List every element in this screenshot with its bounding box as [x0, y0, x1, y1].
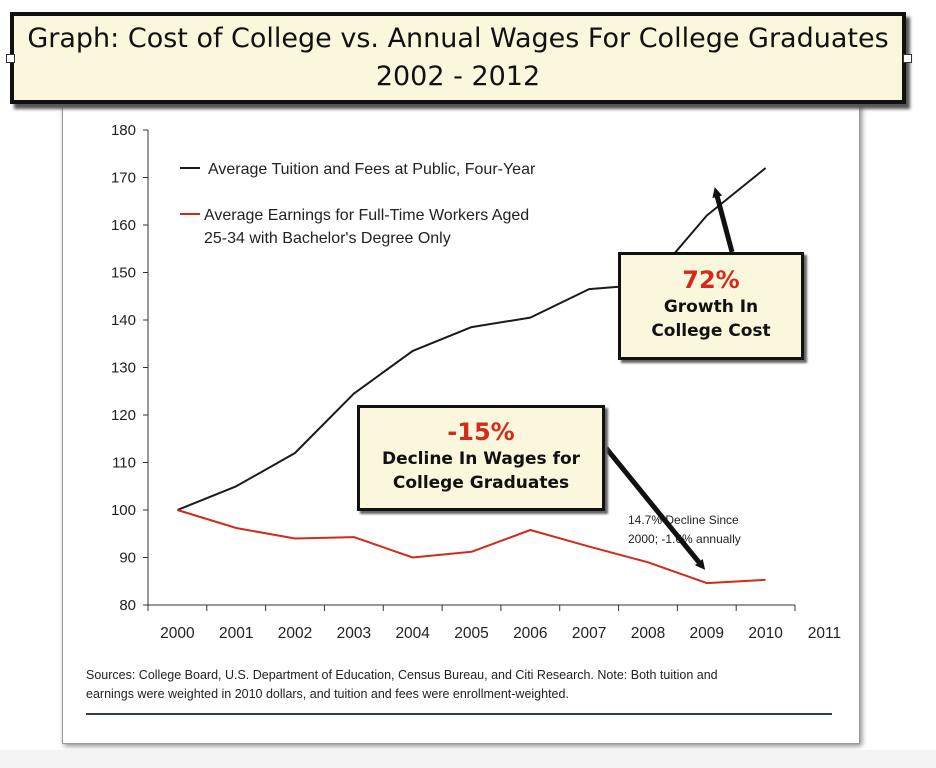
- growth-arrow: [712, 187, 735, 253]
- y-tick-label: 150: [111, 265, 136, 282]
- y-tick-label: 160: [111, 217, 136, 234]
- y-tick-label: 120: [111, 407, 136, 424]
- x-tick-label: 2001: [219, 625, 253, 642]
- x-tick-label: 2006: [513, 625, 547, 642]
- decline-callout: -15% Decline In Wages for College Gradua…: [357, 405, 605, 511]
- resize-handle-right[interactable]: [903, 54, 912, 63]
- decline-label-line2: College Graduates: [392, 473, 570, 493]
- x-tick-label: 2008: [631, 625, 665, 642]
- y-tick-label: 100: [111, 502, 136, 519]
- page-title: Graph: Cost of College vs. Annual Wages …: [10, 12, 906, 104]
- footer-rule: [86, 713, 832, 715]
- x-tick-label: 2005: [454, 625, 488, 642]
- title-line2: 2002 - 2012: [375, 61, 541, 92]
- y-tick-label: 180: [111, 122, 136, 139]
- x-tick-label: 2011: [808, 625, 841, 642]
- chart-axes: 80 90 100 110 120 130 140 150 160 170 180 2000 2001 2…: [111, 122, 841, 642]
- x-tick-label: 2010: [748, 625, 783, 642]
- growth-label-line2: College Cost: [651, 321, 771, 341]
- sources-line1: Sources: College Board, U.S. Department …: [86, 668, 718, 682]
- y-tick-label: 170: [111, 170, 136, 187]
- bottom-strip: [0, 750, 936, 768]
- y-tick-label: 130: [111, 360, 136, 377]
- growth-callout: 72% Growth In College Cost: [618, 252, 804, 360]
- x-tick-label: 2007: [572, 625, 606, 642]
- x-tick-label: 2000: [160, 625, 195, 642]
- legend-label-earnings-line2: 25-34 with Bachelor's Degree Only: [204, 230, 451, 247]
- y-tick-label: 80: [119, 597, 136, 614]
- title-line1: Graph: Cost of College vs. Annual Wages …: [27, 23, 889, 54]
- chart-legend: Average Tuition and Fees at Public, Four…: [180, 161, 536, 247]
- annotation-line1: 14.7% Decline Since: [628, 513, 739, 527]
- x-tick-label: 2003: [337, 625, 371, 642]
- x-tick-label: 2009: [690, 625, 724, 642]
- decline-arrow: [604, 446, 706, 570]
- legend-label-tuition: Average Tuition and Fees at Public, Four…: [208, 161, 536, 178]
- annotation-line2: 2000; -1.6% annually: [628, 532, 741, 546]
- y-tick-label: 90: [119, 550, 136, 567]
- legend-label-earnings-line1: Average Earnings for Full-Time Workers A…: [204, 207, 529, 224]
- y-tick-label: 110: [112, 455, 136, 472]
- y-tick-label: 140: [111, 312, 136, 329]
- growth-label-line1: Growth In: [663, 297, 759, 317]
- growth-percent: 72%: [682, 266, 740, 294]
- resize-handle-left[interactable]: [6, 54, 15, 63]
- sources-note: Sources: College Board, U.S. Department …: [86, 666, 836, 704]
- x-tick-label: 2004: [395, 625, 430, 642]
- decline-percent: -15%: [447, 418, 515, 446]
- x-tick-label: 2002: [278, 625, 312, 642]
- sources-line2: earnings were weighted in 2010 dollars, …: [86, 687, 569, 701]
- decline-label-line1: Decline In Wages for: [381, 449, 581, 469]
- series-line-earnings: [177, 509, 766, 585]
